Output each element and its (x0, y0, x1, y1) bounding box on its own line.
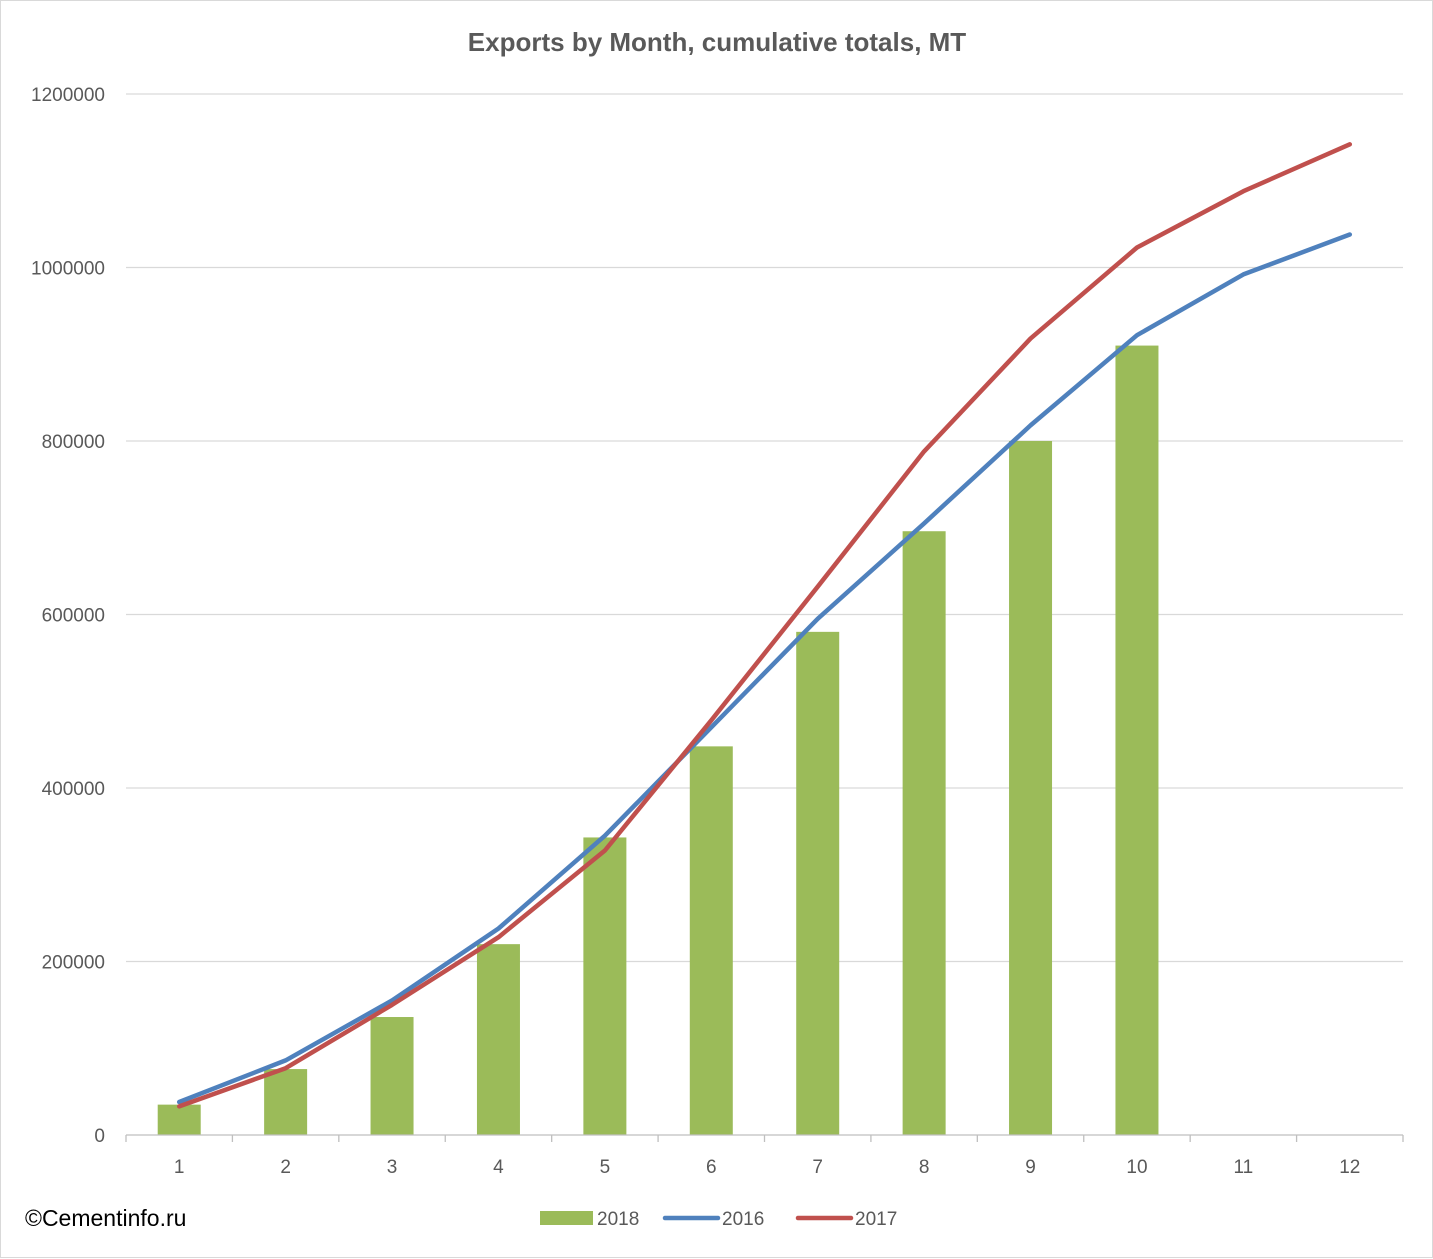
bar-2018-8 (902, 531, 946, 1135)
bar-2018-4 (476, 944, 520, 1135)
line-series-2016 (176, 232, 1353, 1105)
bar-2018-1 (157, 1104, 201, 1135)
y-axis-ticks: 0 200000 400000 600000 800000 1000000 1200000 (31, 85, 105, 1147)
bar-2018-6 (689, 746, 733, 1135)
bar-2018-2 (264, 1069, 308, 1135)
x-tick-label: 6 (706, 1157, 717, 1178)
x-axis (125, 1134, 1404, 1142)
x-axis-ticks: 1 2 3 4 5 6 7 8 9 10 11 12 (174, 1157, 1360, 1178)
chart-title: Exports by Month, cumulative totals, MT (468, 27, 966, 57)
gridlines (126, 93, 1403, 963)
bar-2018-3 (370, 1017, 414, 1135)
y-tick-label: 200000 (42, 953, 105, 974)
bar-2018-10 (1115, 345, 1159, 1135)
legend-label-2017: 2017 (855, 1209, 897, 1230)
y-tick-label: 600000 (42, 606, 105, 627)
y-tick-label: 400000 (42, 779, 105, 800)
series-lines (176, 142, 1353, 1109)
x-tick-label: 7 (812, 1157, 823, 1178)
x-tick-label: 11 (1234, 1157, 1254, 1178)
y-tick-label: 1000000 (31, 259, 105, 280)
legend-label-2016: 2016 (722, 1209, 764, 1230)
x-tick-label: 3 (387, 1157, 398, 1178)
y-tick-label: 1200000 (31, 85, 105, 106)
legend: 2018 2016 2017 (540, 1209, 897, 1230)
x-tick-label: 8 (919, 1157, 930, 1178)
line-series-2017 (176, 142, 1353, 1109)
y-tick-label: 0 (94, 1126, 105, 1147)
x-tick-label: 2 (280, 1157, 291, 1178)
bars-2018 (157, 345, 1159, 1135)
x-tick-label: 10 (1126, 1157, 1147, 1178)
legend-swatch-2018 (540, 1211, 593, 1225)
bar-2018-5 (583, 837, 627, 1135)
legend-label-2018: 2018 (597, 1209, 639, 1230)
bar-2018-7 (796, 631, 840, 1135)
x-tick-label: 12 (1339, 1157, 1360, 1178)
x-tick-label: 1 (174, 1157, 185, 1178)
y-tick-label: 800000 (42, 432, 105, 453)
x-tick-label: 9 (1025, 1157, 1036, 1178)
x-tick-label: 4 (493, 1157, 504, 1178)
bar-2018-9 (1009, 441, 1053, 1135)
x-tick-label: 5 (600, 1157, 611, 1178)
copyright-text: ©Cementinfo.ru (25, 1205, 187, 1231)
